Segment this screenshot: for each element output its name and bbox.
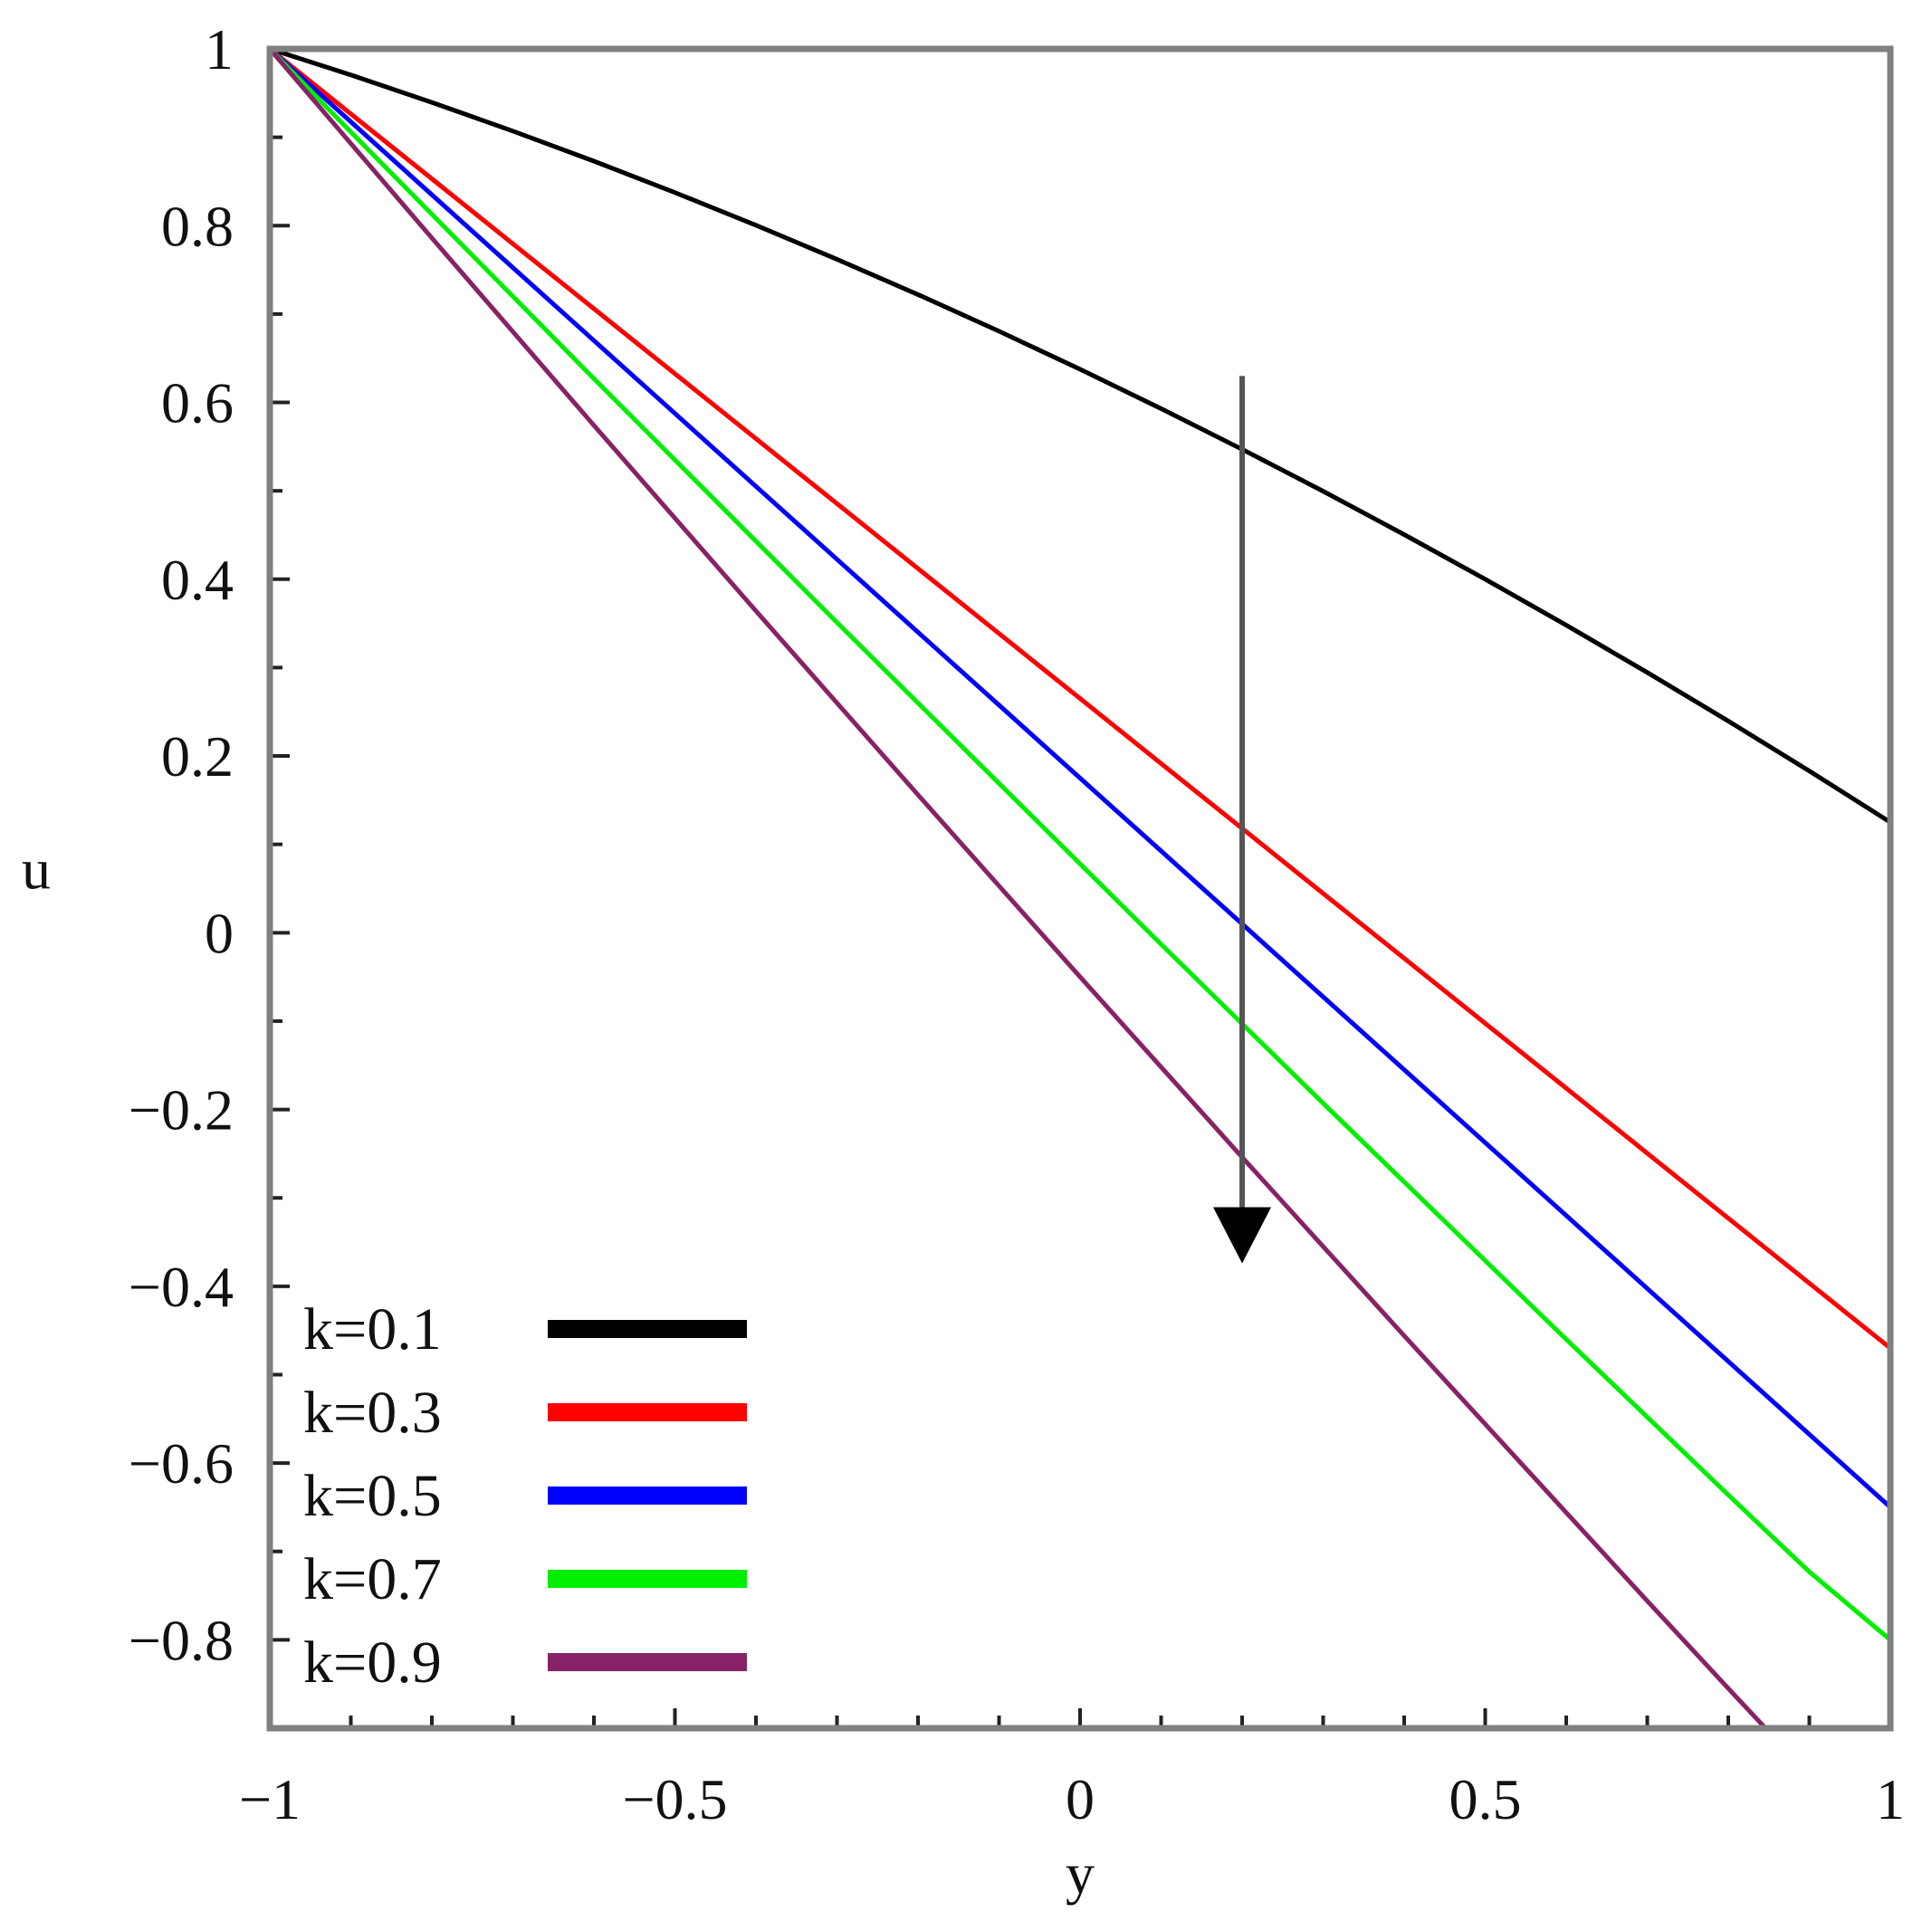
x-axis-label: y [1066,1841,1095,1906]
legend-label: k=0.1 [303,1296,442,1362]
x-tick-label: −0.5 [622,1767,727,1831]
legend-label: k=0.5 [303,1463,442,1529]
plot-frame [266,45,1894,1732]
y-tick-label: 0.4 [161,548,234,612]
legend-label: k=0.9 [303,1630,442,1696]
series-lines [270,49,1890,1728]
annotation-group [1213,376,1271,1264]
x-tick-label: 1 [1876,1767,1905,1831]
y-tick-label: 1 [205,17,234,81]
series-line-4 [270,49,1890,1642]
series-line-3 [270,49,1890,1509]
y-tick-label: −0.8 [129,1608,234,1672]
y-tick-label: 0.8 [161,194,234,258]
legend-label: k=0.3 [303,1380,442,1446]
axis-ticks [268,47,1892,1730]
legend: k=0.1 k=0.3 k=0.5 k=0.7 k=0.9 [303,1296,747,1696]
x-tick-label: 0 [1066,1767,1095,1831]
legend-label: k=0.7 [303,1546,442,1612]
y-tick-labels: 1 0.8 0.6 0.4 0.2 0 −0.2 −0.4 −0.6 −0.8 [129,17,234,1672]
x-tick-label: −1 [239,1767,301,1831]
y-tick-label: −0.4 [129,1255,234,1319]
y-tick-label: 0.2 [161,724,234,789]
series-line-5 [270,49,1769,1728]
series-line-2 [270,49,1890,1351]
y-tick-label: −0.6 [129,1431,234,1496]
x-tick-label: 0.5 [1449,1767,1522,1831]
x-tick-labels: −1 −0.5 0 0.5 1 [239,1767,1905,1831]
y-tick-label: 0.6 [161,371,234,435]
annotation-arrow-head [1213,1207,1271,1264]
series-line-1 [270,49,1890,825]
y-tick-label: 0 [205,901,234,965]
y-axis-label: u [22,837,51,902]
y-tick-label: −0.2 [129,1078,234,1142]
